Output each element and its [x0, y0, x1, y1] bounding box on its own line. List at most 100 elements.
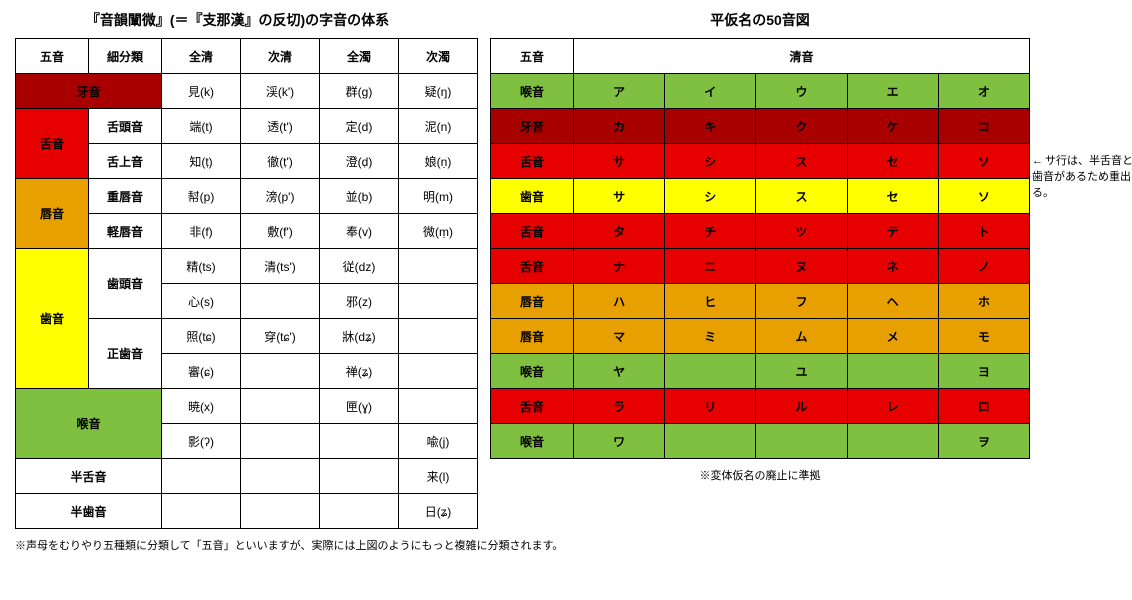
data-cell	[241, 494, 320, 529]
right-header-cell: 清音	[574, 39, 1030, 74]
goon-cell: 喉音	[491, 424, 574, 459]
kana-cell: ワ	[574, 424, 665, 459]
data-cell: 徹(ṭ')	[241, 144, 320, 179]
data-cell: 喩(j)	[399, 424, 478, 459]
kana-cell: ケ	[847, 109, 938, 144]
kana-cell: ラ	[574, 389, 665, 424]
data-cell	[320, 424, 399, 459]
kana-cell: エ	[847, 74, 938, 109]
kana-cell: セ	[847, 144, 938, 179]
goon-cell: 唇音	[491, 319, 574, 354]
table-row: 喉音ワヲ	[491, 424, 1030, 459]
table-row: 舌音ナニヌネノ	[491, 249, 1030, 284]
left-table: 五音細分類全清次清全濁次濁 牙音見(k)渓(k')群(g)疑(ŋ)舌音舌頭音端(…	[15, 38, 478, 529]
kana-cell: ス	[756, 179, 847, 214]
goon-cell: 喉音	[491, 354, 574, 389]
left-header-cell: 全濁	[320, 39, 399, 74]
table-row: 喉音暁(x)匣(ɣ)	[16, 389, 478, 424]
goon-cell: 舌音	[16, 109, 89, 179]
goon-cell: 歯音	[491, 179, 574, 214]
data-cell: 照(tɕ)	[162, 319, 241, 354]
data-cell	[162, 459, 241, 494]
data-cell: 影(ʔ)	[162, 424, 241, 459]
data-cell	[241, 389, 320, 424]
data-cell: 邪(z)	[320, 284, 399, 319]
kana-cell: ノ	[938, 249, 1029, 284]
table-row: 舌音サシスセソ	[491, 144, 1030, 179]
data-cell: 渓(k')	[241, 74, 320, 109]
kana-cell: キ	[665, 109, 756, 144]
data-cell: 滂(p')	[241, 179, 320, 214]
data-cell	[241, 424, 320, 459]
kana-cell: ヘ	[847, 284, 938, 319]
goon-cell: 喉音	[491, 74, 574, 109]
kana-cell: イ	[665, 74, 756, 109]
left-header-cell: 全清	[162, 39, 241, 74]
kana-cell: ウ	[756, 74, 847, 109]
kana-cell: ア	[574, 74, 665, 109]
table-row: 舌音舌頭音端(t)透(t')定(d)泥(n)	[16, 109, 478, 144]
subclass-cell: 軽唇音	[89, 214, 162, 249]
data-cell: 精(ts)	[162, 249, 241, 284]
kana-cell: サ	[574, 179, 665, 214]
table-row: 牙音カキクケコ	[491, 109, 1030, 144]
table-row: 喉音ヤユヨ	[491, 354, 1030, 389]
kana-cell: ヨ	[938, 354, 1029, 389]
data-cell: 禅(ʑ)	[320, 354, 399, 389]
goon-cell: 半舌音	[16, 459, 162, 494]
kana-cell: ク	[756, 109, 847, 144]
table-row: 唇音マミムメモ	[491, 319, 1030, 354]
goon-cell: 舌音	[491, 214, 574, 249]
right-header-cell: 五音	[491, 39, 574, 74]
data-cell: 幇(p)	[162, 179, 241, 214]
data-cell: 群(g)	[320, 74, 399, 109]
data-cell: 奉(v)	[320, 214, 399, 249]
left-header-cell: 次清	[241, 39, 320, 74]
data-cell	[399, 389, 478, 424]
goon-cell: 牙音	[491, 109, 574, 144]
kana-cell: セ	[847, 179, 938, 214]
kana-cell: タ	[574, 214, 665, 249]
data-cell: 日(ʑ)	[399, 494, 478, 529]
arrow-note: サ行は、半舌音と半歯音があるため重出する。	[1032, 152, 1132, 200]
right-bottom-note: ※変体仮名の廃止に準拠	[490, 467, 1030, 483]
kana-cell: ヒ	[665, 284, 756, 319]
data-cell: 定(d)	[320, 109, 399, 144]
kana-cell: ス	[756, 144, 847, 179]
kana-cell: フ	[756, 284, 847, 319]
kana-cell: チ	[665, 214, 756, 249]
data-cell: 従(dz)	[320, 249, 399, 284]
table-row: 牙音見(k)渓(k')群(g)疑(ŋ)	[16, 74, 478, 109]
table-row: 半歯音日(ʑ)	[16, 494, 478, 529]
data-cell	[320, 459, 399, 494]
table-row: 喉音アイウエオ	[491, 74, 1030, 109]
data-cell: 清(ts')	[241, 249, 320, 284]
data-cell	[320, 494, 399, 529]
data-cell: 敷(f')	[241, 214, 320, 249]
subclass-cell: 舌上音	[89, 144, 162, 179]
left-header-cell: 五音	[16, 39, 89, 74]
data-cell: 明(m)	[399, 179, 478, 214]
right-title: 平仮名の50音図	[490, 10, 1030, 30]
data-cell: 並(b)	[320, 179, 399, 214]
data-cell: 疑(ŋ)	[399, 74, 478, 109]
table-row: 半舌音来(l)	[16, 459, 478, 494]
kana-cell: レ	[847, 389, 938, 424]
kana-cell: オ	[938, 74, 1029, 109]
kana-cell: ソ	[938, 144, 1029, 179]
kana-cell: メ	[847, 319, 938, 354]
goon-cell: 唇音	[16, 179, 89, 249]
data-cell: 見(k)	[162, 74, 241, 109]
kana-cell: ユ	[756, 354, 847, 389]
data-cell	[162, 494, 241, 529]
subclass-cell: 舌頭音	[89, 109, 162, 144]
data-cell	[399, 319, 478, 354]
kana-cell: ソ	[938, 179, 1029, 214]
kana-cell: ニ	[665, 249, 756, 284]
kana-cell: ハ	[574, 284, 665, 319]
kana-cell: ロ	[938, 389, 1029, 424]
table-row: 舌音ラリルレロ	[491, 389, 1030, 424]
kana-cell	[665, 424, 756, 459]
table-row: 歯音サシスセソ	[491, 179, 1030, 214]
data-cell: 匣(ɣ)	[320, 389, 399, 424]
